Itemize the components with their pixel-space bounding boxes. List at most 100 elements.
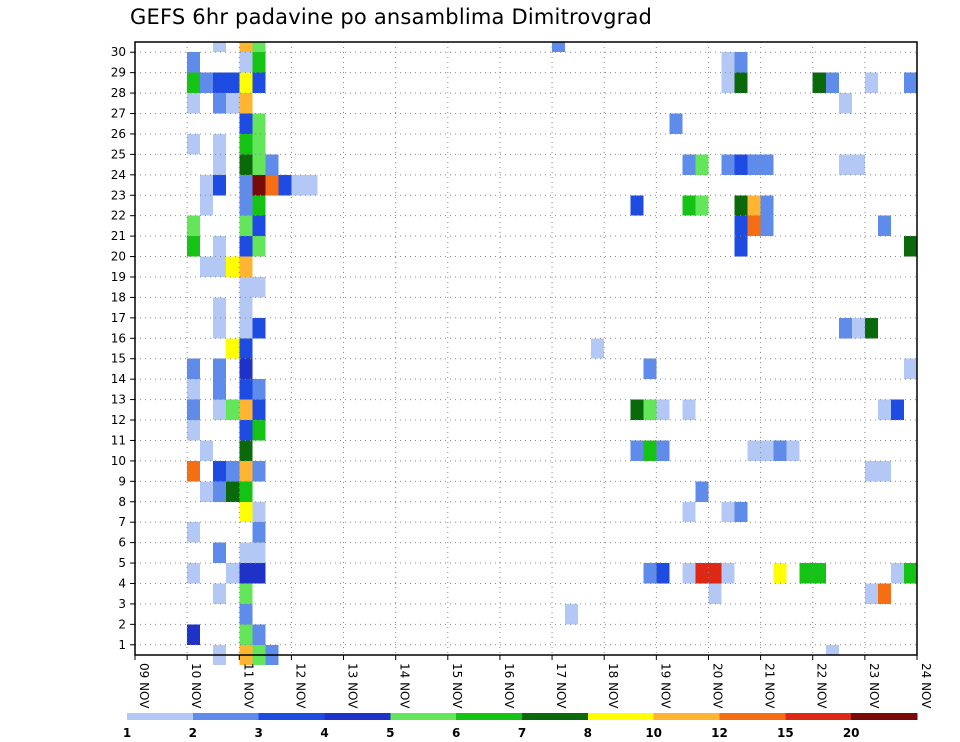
heatmap-cell	[760, 215, 774, 237]
heatmap-cell	[213, 481, 227, 502]
y-tick-label: 29	[111, 66, 126, 80]
heatmap-cell	[187, 522, 201, 543]
heatmap-cell	[721, 501, 735, 523]
heatmap-cell	[799, 563, 813, 584]
heatmap-cell	[200, 256, 214, 277]
x-tick-label: 17 NOV	[554, 663, 568, 709]
y-tick-label: 17	[111, 311, 126, 325]
y-tick-label: 1	[118, 638, 126, 652]
colorbar-label: 12	[711, 726, 728, 740]
heatmap-cell	[187, 93, 201, 114]
heatmap-cell	[708, 563, 722, 584]
colorbar-segment	[324, 713, 391, 720]
heatmap-cell	[252, 624, 266, 645]
heatmap-cell	[890, 563, 904, 584]
heatmap-cell	[630, 440, 644, 461]
colorbar-segment	[719, 713, 786, 720]
heatmap-cell	[239, 113, 253, 134]
heatmap-cell	[695, 154, 709, 175]
heatmap-cell	[734, 195, 748, 216]
heatmap-cell	[760, 154, 774, 175]
x-tick-label: 11 NOV	[241, 663, 255, 709]
y-tick-label: 11	[111, 433, 126, 447]
heatmap-cell	[239, 603, 253, 625]
y-tick-label: 23	[111, 188, 126, 202]
colorbar-segment	[390, 713, 457, 720]
chart-title: GEFS 6hr padavine po ansamblima Dimitrov…	[130, 5, 653, 29]
heatmap-cell	[838, 317, 852, 339]
x-tick-label: 14 NOV	[398, 663, 412, 709]
heatmap-cell	[187, 236, 201, 257]
x-tick-label: 19 NOV	[658, 663, 672, 709]
heatmap-cell	[213, 542, 227, 564]
heatmap-cell	[239, 563, 253, 584]
heatmap-cell	[747, 195, 761, 216]
heatmap-cell	[239, 133, 253, 155]
colorbar-segment	[587, 713, 655, 720]
heatmap-cell	[721, 154, 735, 175]
colorbar-segment	[785, 713, 852, 720]
heatmap-cell	[265, 154, 279, 175]
heatmap-cell	[239, 338, 253, 359]
x-tick-label: 13 NOV	[346, 663, 360, 709]
heatmap-cell	[213, 297, 227, 318]
heatmap-cell	[721, 563, 735, 584]
heatmap-cell	[682, 195, 696, 216]
heatmap-cell	[239, 215, 253, 237]
heatmap-cell	[226, 256, 240, 277]
heatmap-cell	[304, 174, 318, 196]
heatmap-cell	[239, 460, 253, 482]
heatmap-cell	[239, 276, 253, 298]
heatmap-cell	[213, 133, 227, 155]
heatmap-cell	[239, 542, 253, 564]
heatmap-cell	[252, 72, 266, 94]
heatmap-cell	[239, 256, 253, 277]
heatmap-cell	[669, 113, 683, 134]
heatmap-cell	[213, 174, 227, 196]
heatmap-cell	[565, 603, 579, 625]
colorbar-label: 1	[123, 726, 131, 740]
heatmap-cell	[643, 440, 657, 461]
x-tick-label: 20 NOV	[710, 663, 724, 709]
y-tick-label: 30	[111, 45, 126, 59]
heatmap-cell	[252, 215, 266, 237]
heatmap-cell	[734, 72, 748, 94]
heatmap-cell	[877, 399, 891, 421]
heatmap-cell	[239, 72, 253, 94]
heatmap-cell	[239, 379, 253, 400]
y-tick-label: 13	[111, 393, 126, 407]
y-tick-label: 14	[111, 372, 126, 386]
heatmap-cell	[643, 563, 657, 584]
y-tick-label: 5	[118, 556, 126, 570]
heatmap-cell	[239, 236, 253, 257]
heatmap-cell	[682, 399, 696, 421]
heatmap-cell	[252, 522, 266, 543]
y-tick-label: 16	[111, 331, 126, 345]
heatmap-cell	[695, 195, 709, 216]
x-tick-label: 18 NOV	[606, 663, 620, 709]
colorbar-segment	[192, 713, 260, 720]
heatmap-cell	[200, 481, 214, 502]
heatmap-cell	[226, 93, 240, 114]
heatmap-cell	[643, 399, 657, 421]
heatmap-cell	[721, 52, 735, 73]
heatmap-cell	[760, 195, 774, 216]
heatmap-cell	[239, 358, 253, 380]
heatmap-cell	[187, 72, 201, 94]
heatmap-cell	[825, 72, 839, 94]
heatmap-cell	[734, 236, 748, 257]
heatmap-cell	[239, 42, 253, 53]
heatmap-cell	[812, 563, 826, 584]
colorbar-label: 5	[386, 726, 394, 740]
heatmap-cell	[239, 52, 253, 73]
colorbar-label: 2	[189, 726, 197, 740]
heatmap-cell	[682, 501, 696, 523]
heatmap-cell	[226, 460, 240, 482]
heatmap-cell	[187, 420, 201, 441]
heatmap-cell	[213, 358, 227, 380]
heatmap-cell	[656, 563, 670, 584]
heatmap-cell	[252, 399, 266, 421]
heatmap-cell	[864, 317, 878, 339]
heatmap-cell	[226, 338, 240, 359]
